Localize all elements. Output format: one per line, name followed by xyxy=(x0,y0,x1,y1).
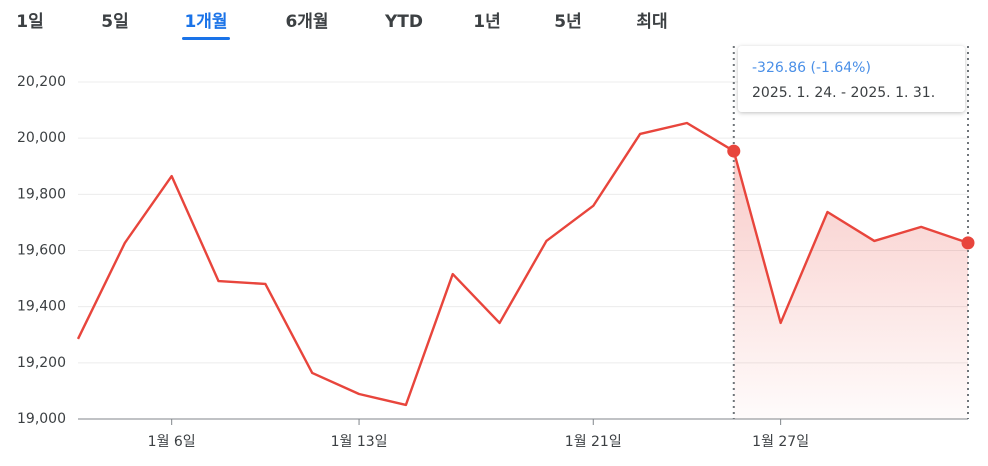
y-tick-label: 19,200 xyxy=(17,355,66,371)
x-tick-label: 1월 27일 xyxy=(752,434,809,450)
range-tab[interactable]: YTD xyxy=(384,12,423,32)
range-tab[interactable]: 5일 xyxy=(101,12,128,32)
tooltip-box xyxy=(738,46,965,112)
range-tab[interactable]: 5년 xyxy=(554,12,581,32)
y-tick-label: 20,200 xyxy=(17,74,66,90)
range-tab[interactable]: 1년 xyxy=(473,12,500,32)
range-tab[interactable]: 1개월 xyxy=(184,12,227,32)
y-tick-label: 19,600 xyxy=(17,243,66,259)
selection-area xyxy=(733,151,968,419)
range-tab[interactable]: 1일 xyxy=(16,12,43,32)
x-tick-label: 1월 21일 xyxy=(565,434,622,450)
price-line xyxy=(76,121,969,407)
active-tab-underline xyxy=(182,37,230,40)
y-tick-label: 19,800 xyxy=(17,186,66,202)
x-tick-label: 1월 6일 xyxy=(148,434,196,450)
tooltip-range: 2025. 1. 24. - 2025. 1. 31. xyxy=(752,85,935,101)
range-tab[interactable]: 6개월 xyxy=(285,12,328,32)
range-tab[interactable]: 최대 xyxy=(636,12,667,32)
x-tick-label: 1월 13일 xyxy=(331,434,388,450)
y-tick-label: 20,000 xyxy=(17,130,66,146)
y-tick-label: 19,000 xyxy=(17,411,66,427)
selection-point xyxy=(961,236,975,250)
tooltip-change: -326.86 (-1.64%) xyxy=(752,60,871,76)
selection-point xyxy=(727,144,741,158)
y-tick-label: 19,400 xyxy=(17,299,66,315)
